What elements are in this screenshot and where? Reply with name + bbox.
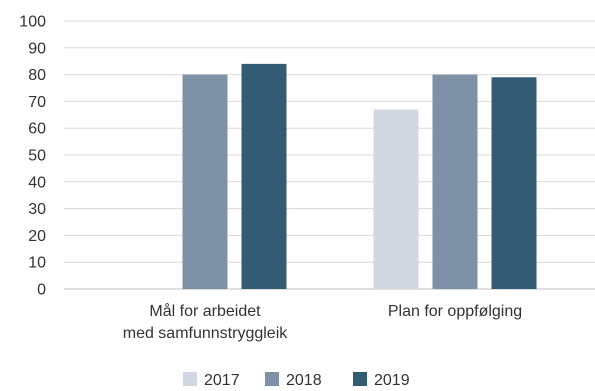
y-tick-label: 80: [28, 67, 46, 84]
y-tick-label: 30: [28, 201, 46, 218]
x-axis-categories: Mål for arbeidet med samfunnstryggleik Pla…: [123, 302, 522, 342]
x-category-label: Mål for arbeidet med samfunnstryggleik: [123, 302, 289, 342]
bar-2019-category-2: [491, 77, 537, 289]
legend-item-2019: 2019: [353, 372, 410, 389]
y-tick-label: 40: [28, 174, 46, 191]
y-tick-label: 70: [28, 94, 46, 111]
legend-item-2018: 2018: [265, 372, 322, 389]
y-tick-label: 60: [28, 121, 46, 138]
y-tick-label: 90: [28, 40, 46, 57]
y-tick-label: 0: [37, 282, 46, 299]
y-tick-label: 10: [28, 255, 46, 272]
legend-label: 2019: [374, 372, 410, 389]
bar-2018-category-2: [432, 74, 478, 289]
legend-swatch: [353, 372, 367, 386]
bar-2019-category-1: [241, 63, 287, 289]
legend-item-2017: 2017: [183, 372, 240, 389]
legend-swatch: [265, 372, 279, 386]
y-tick-label: 50: [28, 148, 46, 165]
legend-label: 2017: [204, 372, 240, 389]
bar-2018-category-1: [182, 74, 228, 289]
bar-2017-category-2: [373, 109, 419, 289]
x-category-label: Plan for oppfølging: [388, 303, 522, 320]
legend-label: 2018: [286, 372, 322, 389]
legend-swatch: [183, 372, 197, 386]
legend: 2017 2018 2019: [183, 372, 410, 389]
bars: [182, 63, 537, 289]
gridlines: [64, 20, 595, 290]
y-tick-label: 100: [19, 14, 46, 31]
y-tick-label: 20: [28, 228, 46, 245]
y-axis-ticks: 0 10 20 30 40 50 60 70 80 90 100: [19, 14, 46, 299]
